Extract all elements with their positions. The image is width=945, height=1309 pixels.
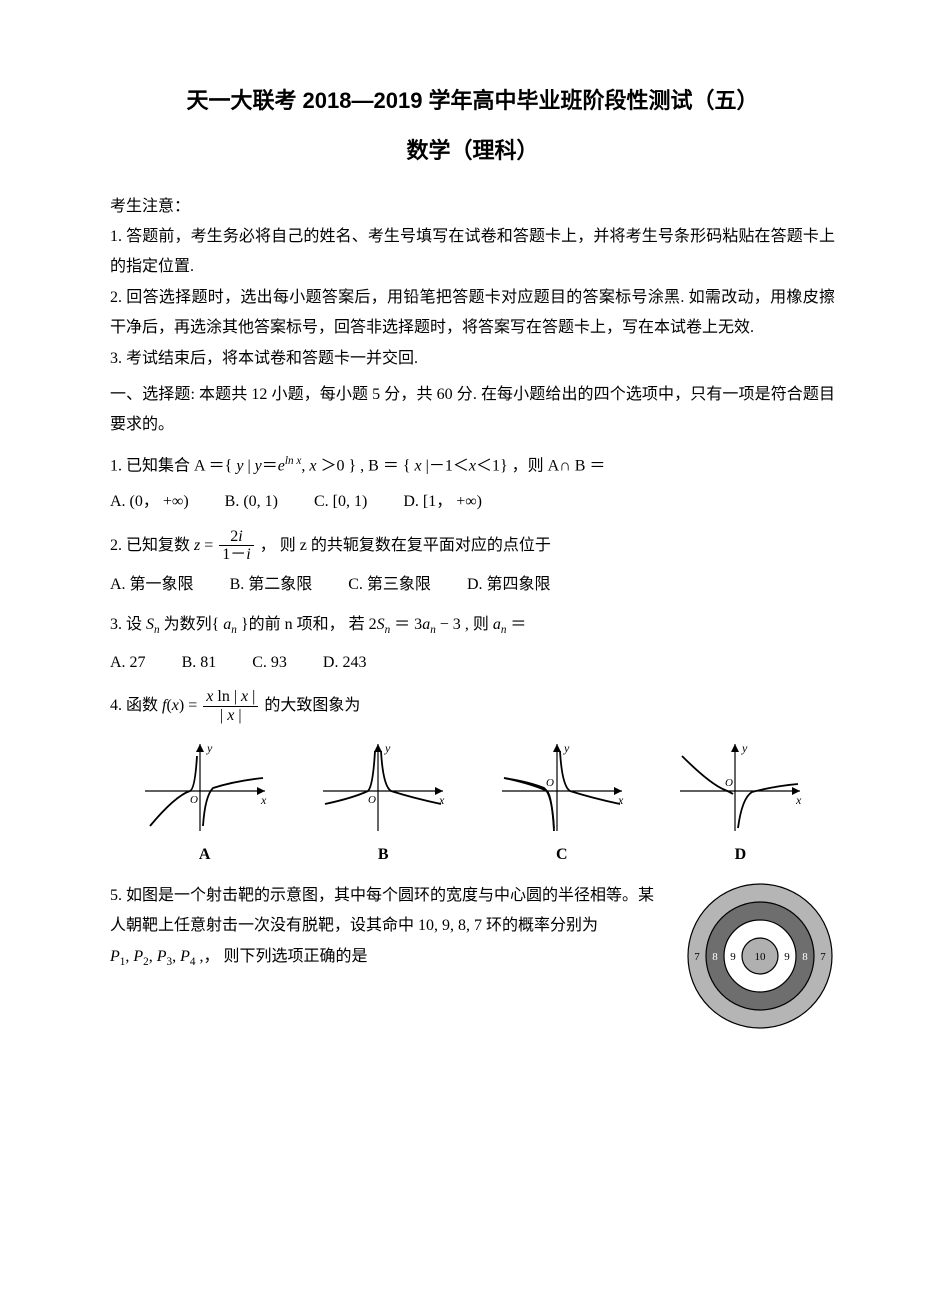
q1-elnx: e [278,457,285,474]
q2-option-b: B. 第二象限 [230,570,313,600]
graph-a: y x O A [120,736,289,870]
q5-line3-post: ,， 则下列选项正确的是 [196,948,368,965]
target-label-8r: 8 [802,951,808,963]
q3-an2: an [422,616,436,633]
q4-fx: f [162,697,166,714]
q1-exp: ln x [285,455,301,467]
notice-heading: 考生注意： [110,192,835,222]
q1-eq: ＝ [262,457,278,474]
page-subtitle: 数学（理科） [110,130,835,172]
question-3: 3. 设 Sn 为数列{ an }的前 n 项和， 若 2Sn ＝ 3an − … [110,610,835,641]
graph-c-svg: y x O [492,736,632,836]
question-4: 4. 函数 f(x) = x ln | x || x | 的大致图象为 [110,688,835,724]
origin-label: O [190,794,198,806]
q3-sn2: Sn [377,616,391,633]
graph-b-svg: y x O [313,736,453,836]
question-3-options: A. 27 B. 81 C. 93 D. 243 [110,648,835,678]
page-title: 天一大联考 2018—2019 学年高中毕业班阶段性测试（五） [110,80,835,122]
question-5: 5. 如图是一个射击靶的示意图，其中每个圆环的宽度与中心圆的半径相等。某 人朝靶… [110,881,835,1042]
q4-fraction: x ln | x || x | [203,688,258,724]
graph-d: y x O D [656,736,825,870]
question-1: 1. 已知集合 A ＝{ y | y＝eln x, x ＞0 } , B ＝ {… [110,451,835,482]
question-1-options: A. (0， +∞) B. (0, 1) C. [0, 1) D. [1， +∞… [110,487,835,517]
notice-1: 1. 答题前，考生务必将自己的姓名、考生号填写在试卷和答题卡上，并将考生号条形码… [110,222,835,283]
graph-c: y x O C [477,736,646,870]
section-1-heading: 一、选择题: 本题共 12 小题，每小题 5 分，共 60 分. 在每小题给出的… [110,380,835,441]
target-svg: 10 9 9 8 8 7 7 [685,881,835,1031]
graph-b-label: B [299,840,468,870]
q2-stem-post: ， 则 z 的共轭复数在复平面对应的点位于 [256,537,551,554]
q1-option-b: B. (0, 1) [225,487,278,517]
q3-stem-pre: 3. 设 [110,616,146,633]
axis-y-label: y [206,741,213,755]
graph-d-svg: y x O [670,736,810,836]
origin-label: O [546,777,554,789]
q5-p3: P [157,948,167,965]
q1-option-c: C. [0, 1) [314,487,367,517]
q1-x3: x [469,457,476,474]
q3-post: ＝ [506,616,526,633]
notice-3: 3. 考试结束后，将本试卷和答题卡一并交回. [110,344,835,374]
target-label-9r: 9 [784,951,790,963]
q5-line3: P1, P2, P3, P4 ,， 则下列选项正确的是 [110,942,673,973]
question-5-text: 5. 如图是一个射击靶的示意图，其中每个圆环的宽度与中心圆的半径相等。某 人朝靶… [110,881,673,973]
q3-mid1: 为数列{ [160,616,224,633]
q1-var-y2: y [255,457,262,474]
notice-2: 2. 回答选择题时，选出每小题答案后，用铅笔把答题卡对应题目的答案标号涂黑. 如… [110,283,835,344]
target-label-7r: 7 [820,951,826,963]
q5-line1: 5. 如图是一个射击靶的示意图，其中每个圆环的宽度与中心圆的半径相等。某 [110,881,673,911]
q3-option-b: B. 81 [182,648,217,678]
q1-option-a: A. (0， +∞) [110,487,189,517]
q2-option-d: D. 第四象限 [467,570,551,600]
target-label-9l: 9 [730,951,736,963]
axis-x-label: x [260,793,267,807]
q5-line2: 人朝靶上任意射击一次没有脱靶，设其命中 10, 9, 8, 7 环的概率分别为 [110,911,673,941]
graph-d-label: D [656,840,825,870]
q2-option-a: A. 第一象限 [110,570,194,600]
q5-p2: P [133,948,143,965]
q2-fraction: 2i1－i [219,528,253,564]
axis-y-label: y [563,741,570,755]
q1-post1: ＞0 } , B ＝ { [316,457,414,474]
q1-stem-mid: | [243,457,254,474]
q2-z: z [194,537,200,554]
q1-stem-pre: 1. 已知集合 A ＝{ [110,457,236,474]
origin-label: O [725,777,733,789]
target-label-10: 10 [755,951,767,963]
q3-sn: Sn [146,616,160,633]
q3-an: an [223,616,237,633]
graph-a-svg: y x O [135,736,275,836]
question-2-options: A. 第一象限 B. 第二象限 C. 第三象限 D. 第四象限 [110,570,835,600]
axis-x-label: x [438,793,445,807]
question-2: 2. 已知复数 z = 2i1－i ， 则 z 的共轭复数在复平面对应的点位于 [110,528,835,564]
q5-p4: P [180,948,190,965]
q4-stem-post: 的大致图象为 [260,697,360,714]
question-4-graphs: y x O A y x O B y [110,736,835,870]
axis-x-label: x [795,793,802,807]
target-label-7l: 7 [694,951,700,963]
q2-option-c: C. 第三象限 [348,570,431,600]
target-label-8l: 8 [712,951,718,963]
q3-mid3: , 则 [461,616,493,633]
q3-an3: an [493,616,507,633]
q1-option-d: D. [1， +∞) [403,487,482,517]
q2-stem-pre: 2. 已知复数 [110,537,194,554]
q1-post3: ＜1} ，则 A∩ B ＝ [476,457,605,474]
graph-b: y x O B [299,736,468,870]
axis-x-label: x [617,793,624,807]
q3-option-a: A. 27 [110,648,146,678]
q3-option-d: D. 243 [323,648,367,678]
graph-c-label: C [477,840,646,870]
q3-mid2: }的前 n 项和， 若 [237,616,369,633]
q1-x2: x [415,457,422,474]
axis-y-label: y [741,741,748,755]
q4-stem-pre: 4. 函数 [110,697,162,714]
question-5-figure: 10 9 9 8 8 7 7 [685,881,835,1042]
graph-a-label: A [120,840,289,870]
axis-y-label: y [384,741,391,755]
origin-label: O [368,794,376,806]
q3-option-c: C. 93 [252,648,287,678]
q5-p1: P [110,948,120,965]
q1-post2: |－1＜ [422,457,469,474]
